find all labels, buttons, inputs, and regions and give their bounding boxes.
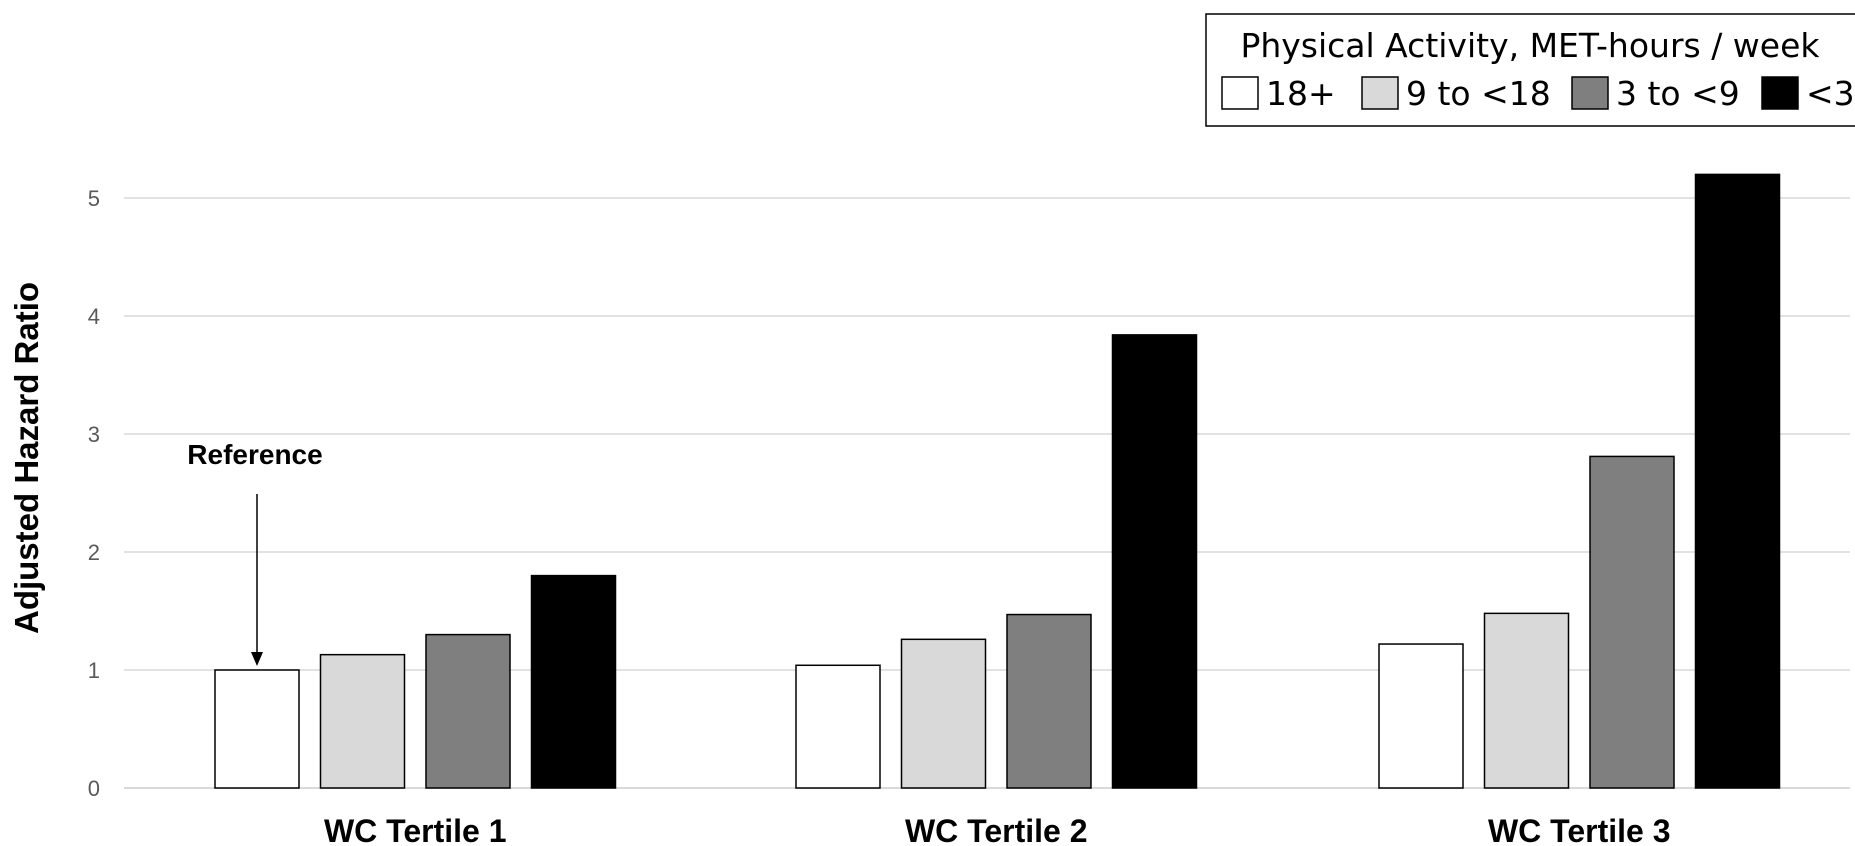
legend-label-2: 9 to <18 [1406,74,1551,113]
category-label-1: WC Tertile 1 [324,813,507,846]
legend-swatch-3 [1571,76,1609,110]
bar-2-2 [900,638,987,789]
gridlines [124,197,1850,789]
y-tick-5: 5 [88,186,100,211]
legend-box [1205,13,1855,127]
legend-label-1: 18+ [1266,74,1336,113]
bar-2-4 [1111,334,1198,789]
y-tick-0: 0 [88,776,100,801]
reference-label: Reference [187,439,322,470]
legend-swatch-4 [1761,76,1799,110]
bar-2-1 [795,664,881,789]
legend-items: 18+ 9 to <18 3 to <9 <3 [1221,74,1855,113]
reference-arrow-head [251,652,263,666]
y-tick-2: 2 [88,540,100,565]
category-label-2: WC Tertile 2 [905,813,1088,846]
bar-2-3 [1006,613,1092,789]
reference-annotation: Reference [187,439,323,666]
y-tick-3: 3 [88,422,100,447]
legend-label-4: <3 [1806,74,1855,113]
legend-swatch-2 [1361,76,1399,110]
legend-swatch-1 [1221,76,1259,110]
y-tick-1: 1 [88,658,100,683]
bar-3-2 [1483,612,1570,789]
bar-1-4 [530,574,617,789]
bars [214,173,1781,789]
bar-1-3 [425,633,511,789]
legend: Physical Activity, MET-hours / week 18+ 9… [1205,13,1855,127]
y-tick-4: 4 [88,304,100,329]
bar-1-2 [319,653,406,789]
bar-1-1 [214,669,300,789]
legend-label-3: 3 to <9 [1616,74,1740,113]
legend-title: Physical Activity, MET-hours / week [1240,26,1820,65]
bar-3-4 [1694,173,1781,789]
bar-3-1 [1378,643,1464,789]
y-axis-label: Adjusted Hazard Ratio [8,282,45,634]
category-label-3: WC Tertile 3 [1488,813,1671,846]
y-tick-labels: 0 1 2 3 4 5 [88,186,100,801]
category-labels: WC Tertile 1 WC Tertile 2 WC Tertile 3 [324,813,1671,846]
bar-3-3 [1589,455,1675,789]
